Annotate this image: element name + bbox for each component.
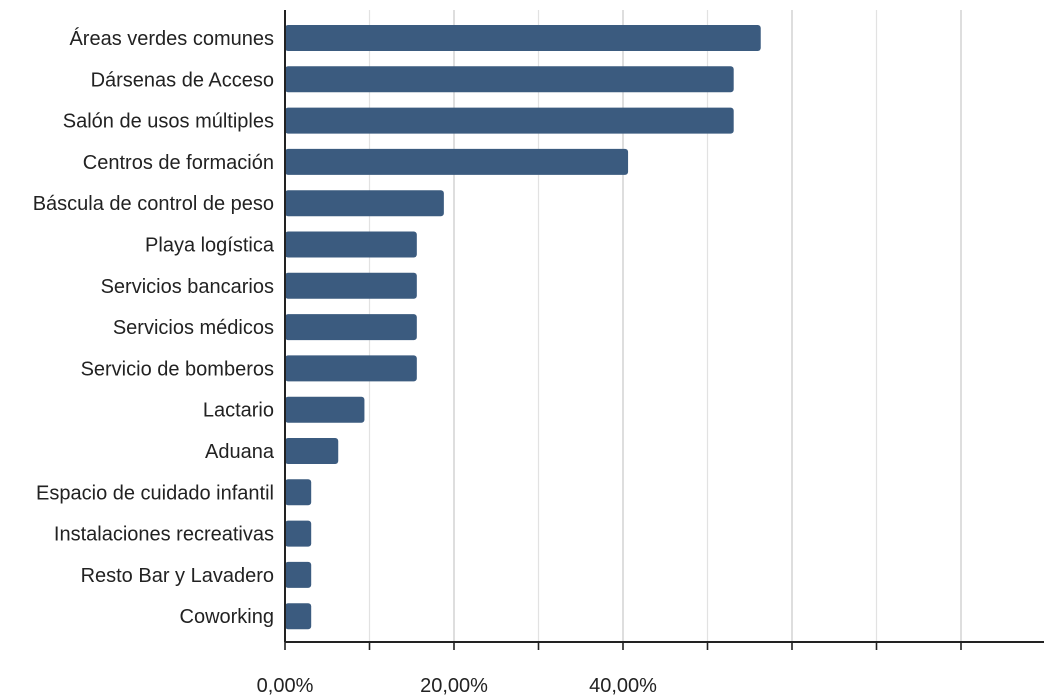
bar [285, 272, 417, 299]
category-label: Playa logística [145, 235, 275, 257]
bars [285, 25, 761, 630]
category-label: Salón de usos múltiples [63, 111, 274, 133]
bar [285, 355, 417, 382]
bar [285, 66, 734, 93]
bar [285, 190, 444, 217]
tick-labels: 0,00% 20,00% 40,00% [257, 675, 657, 697]
bar [285, 107, 734, 134]
category-labels: Áreas verdes comunes Dársenas de Acceso Sa… [33, 27, 275, 628]
category-label: Lactario [203, 400, 274, 422]
category-label: Báscula de control de peso [33, 193, 274, 215]
category-label: Espacio de cuidado infantil [36, 482, 274, 504]
category-label: Instalaciones recreativas [54, 524, 274, 546]
bar [285, 479, 312, 506]
category-label: Dársenas de Acceso [91, 69, 274, 91]
grid-lines [368, 10, 962, 642]
axes [284, 10, 1044, 650]
bar [285, 561, 312, 588]
category-label: Servicios bancarios [101, 276, 274, 298]
bar [285, 314, 417, 341]
bar [285, 148, 629, 175]
category-label: Servicio de bomberos [81, 358, 274, 380]
x-tick-label: 40,00% [589, 675, 657, 697]
category-label: Aduana [205, 441, 275, 463]
category-label: Áreas verdes comunes [69, 27, 274, 50]
bar [285, 520, 312, 547]
category-label: Coworking [180, 606, 274, 628]
category-label: Resto Bar y Lavadero [81, 565, 274, 587]
category-label: Servicios médicos [113, 317, 274, 339]
bar [285, 438, 339, 464]
category-label: Centros de formación [83, 152, 274, 174]
bar [285, 603, 312, 630]
bar [285, 396, 365, 423]
x-tick-label: 20,00% [420, 675, 488, 697]
x-tick-label: 0,00% [257, 675, 314, 697]
bar [285, 231, 417, 258]
bar [285, 25, 761, 51]
